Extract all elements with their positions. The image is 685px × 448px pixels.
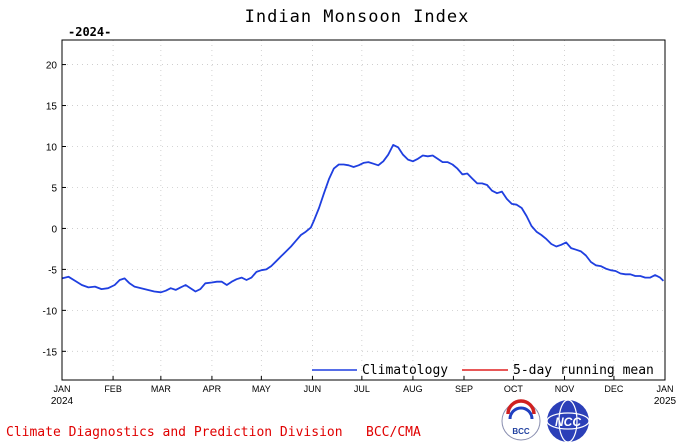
y-tick-label: 5 — [51, 183, 57, 194]
y-tick-label: 20 — [46, 61, 58, 72]
y-tick-label: -15 — [43, 347, 58, 358]
x-tick-label: MAR — [151, 384, 172, 394]
x-tick-label: APR — [203, 384, 222, 394]
credit-text: Climate Diagnostics and Prediction Divis… — [6, 425, 421, 440]
y-tick-label: 0 — [51, 224, 57, 235]
logo-globe-icon — [547, 400, 589, 442]
x-tick-label: JAN — [53, 384, 70, 394]
y-tick-label: 10 — [46, 143, 58, 154]
grid-lines — [62, 40, 665, 380]
x-tick-label: SEP — [455, 384, 473, 394]
x-tick-label: OCT — [504, 384, 524, 394]
x-tick-label: JUN — [304, 384, 322, 394]
y-tick-label: -5 — [48, 265, 57, 276]
x-tick-year-label: 2025 — [654, 396, 677, 407]
chart-title: Indian Monsoon Index — [245, 7, 470, 27]
axes: 20 15 10 5 0 -5 -10 -15 JAN 2024 FEB MAR APR MAY JUN JU… — [43, 61, 677, 407]
x-tick-label: DEC — [604, 384, 624, 394]
logo-bcc-text: BCC — [512, 427, 530, 436]
logo-blue-arc — [508, 406, 534, 420]
x-tick-year-label: 2024 — [51, 396, 74, 407]
x-tick-label: AUG — [403, 384, 423, 394]
logo-red-arc — [506, 399, 536, 415]
bcc-logo: BCC — [501, 399, 541, 441]
legend-label-running-mean: 5-day running mean — [513, 363, 654, 378]
legend-label-climatology: Climatology — [362, 363, 448, 378]
ncc-logo: NCC — [546, 399, 590, 443]
chart-subtitle: -2024- — [68, 25, 111, 39]
y-tick-label: -10 — [43, 306, 58, 317]
plot-frame — [61, 39, 666, 381]
x-tick-label: FEB — [104, 384, 122, 394]
series-lines — [61, 144, 665, 294]
y-tick-label: 15 — [46, 102, 58, 113]
logo-ncc-text: NCC — [555, 415, 581, 429]
x-tick-label: JAN — [656, 384, 673, 394]
x-tick-label: MAY — [252, 384, 271, 394]
series-line-climatology — [61, 144, 665, 294]
x-tick-label: NOV — [555, 384, 575, 394]
legend: Climatology 5-day running mean — [312, 363, 654, 378]
x-tick-label: JUL — [354, 384, 370, 394]
